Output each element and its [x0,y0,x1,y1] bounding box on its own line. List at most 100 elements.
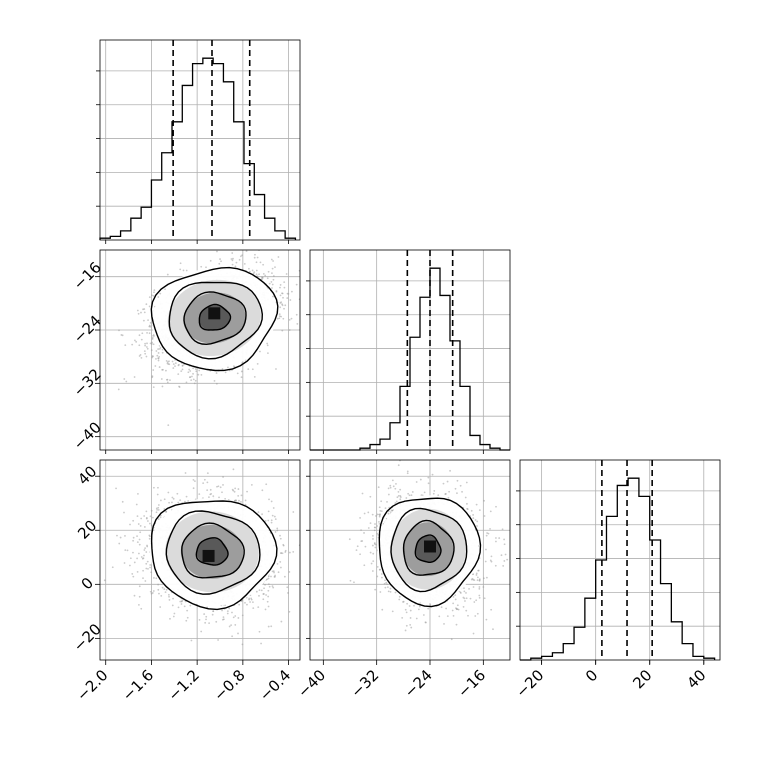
scatter-point [138,538,141,541]
scatter-point [270,625,273,628]
scatter-point [212,610,215,613]
scatter-point [171,604,174,607]
scatter-point [124,344,127,347]
scatter-point [296,322,299,325]
histogram-panel-1 [306,249,511,454]
scatter-point [161,351,164,354]
scatter-point [272,586,275,589]
scatter-point [132,575,135,578]
scatter-point [213,379,216,382]
scatter-point [146,347,149,350]
scatter-point [152,590,155,592]
scatter-point [251,368,254,371]
scatter-point [151,338,154,340]
scatter-point [264,274,267,277]
scatter-point [264,519,267,522]
scatter-point [167,424,170,427]
scatter-point [230,258,233,260]
scatter-point [157,486,159,489]
scatter-point [255,261,258,264]
scatter-point [238,258,241,261]
scatter-point [282,296,284,299]
scatter-point [136,309,139,312]
scatter-point [267,352,269,355]
scatter-point [280,620,283,623]
scatter-point [157,518,160,520]
scatter-point [235,261,238,264]
scatter-point [143,311,146,314]
scatter-point [258,630,261,633]
scatter-point [152,294,155,297]
scatter-point [121,500,124,503]
scatter-point [186,616,189,619]
scatter-point [172,597,174,600]
scatter-point [274,574,276,577]
scatter-point [121,334,124,337]
scatter-point [230,624,233,627]
scatter-point [255,273,258,276]
histogram-step [310,267,510,451]
scatter-point [256,256,259,259]
scatter-point [274,518,277,521]
contour-line [198,303,232,331]
scatter-point [216,250,218,253]
scatter-point [243,262,246,265]
scatter-point [179,262,182,265]
histogram-panel-2: −20 0 20 40 [512,459,721,701]
scatter-point [132,539,135,542]
scatter-point [286,586,289,589]
scatter-point [247,368,250,371]
scatter-point [280,301,283,304]
scatter-point [275,290,278,293]
scatter-point [281,552,284,555]
scatter-point [267,605,270,608]
scatter-point [163,508,166,510]
scatter-point [136,541,139,543]
scatter-point [228,607,231,610]
scatter-point [149,522,151,525]
scatter-point [159,606,162,608]
scatter-point [277,571,280,574]
scatter-point [237,488,240,490]
scatter-point [282,544,285,547]
scatter-point [232,257,234,260]
scatter-point [135,503,138,506]
scatter-point [288,318,291,321]
scatter-point [182,269,185,272]
scatter-point [150,509,153,512]
scatter-point [256,362,259,365]
scatter-point [198,369,201,372]
scatter-point [162,368,164,371]
scatter-point [277,256,280,258]
scatter-point [192,487,195,490]
scatter-point [155,511,158,514]
scatter-point [149,342,152,345]
scatter-point [278,315,281,318]
scatter-point [179,600,182,603]
scatter-point [288,551,291,554]
scatter-point [253,256,256,259]
scatter-point [278,313,281,316]
panel-frame [99,249,301,451]
scatter-point [189,370,192,372]
scatter-point [143,350,146,353]
scatter-point [157,583,160,586]
scatter-point [231,259,234,262]
scatter-point [258,594,260,597]
scatter-point [192,367,194,370]
scatter-point [264,583,266,586]
scatter-point [194,368,197,370]
scatter-point [161,385,164,388]
panel-frame [519,459,721,661]
scatter-point [268,585,271,588]
scatter-point [160,378,163,380]
y-tick-label: −24 [70,312,105,347]
scatter-point [270,519,273,522]
scatter-point [284,304,287,307]
scatter-point [272,260,274,262]
scatter-point [237,632,239,635]
contour-line [183,291,247,346]
scatter-point [163,498,166,501]
scatter-point [208,622,210,624]
